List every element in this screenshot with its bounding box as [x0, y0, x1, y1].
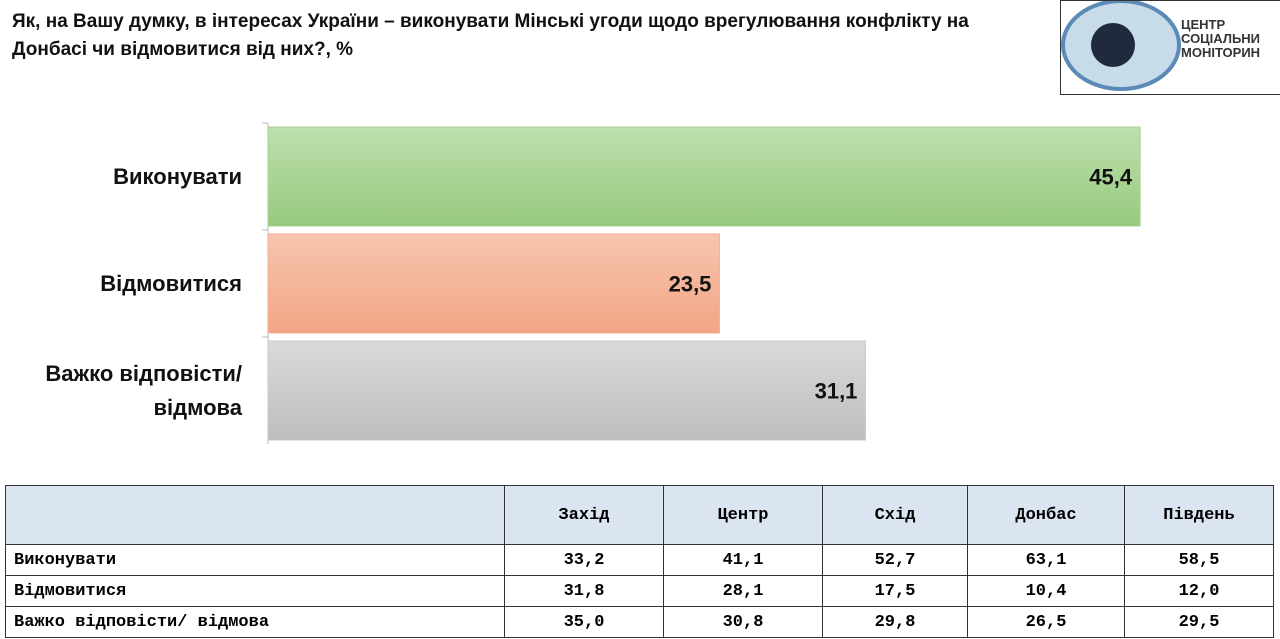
cell-value: 28,1: [663, 575, 823, 607]
table-row: Відмовитися 31,8 28,1 17,5 10,4 12,0: [5, 575, 1274, 607]
cell-value: 10,4: [967, 575, 1125, 607]
logo-text: ЦЕНТР: [1181, 17, 1226, 32]
bar: [267, 233, 720, 334]
category-label: Відмовитися: [100, 270, 242, 296]
cell-value: 31,8: [504, 575, 664, 607]
bar: [267, 126, 1141, 227]
category-label: Виконувати: [113, 163, 242, 189]
cell-value: 29,8: [822, 606, 968, 638]
cell-value: 30,8: [663, 606, 823, 638]
row-label: Виконувати: [5, 544, 505, 576]
data-table: Захід Центр Схід Донбас Південь Виконувати 33,…: [5, 485, 1274, 638]
cell-value: 26,5: [967, 606, 1125, 638]
table-row: Важко відповісти/ відмова 35,0 30,8 29,8 26,…: [5, 606, 1274, 638]
header-cell: Південь: [1124, 485, 1274, 545]
header-cell: Схід: [822, 485, 968, 545]
cell-value: 12,0: [1124, 575, 1274, 607]
value-label: 45,4: [1089, 165, 1133, 190]
header-cell: Захід: [504, 485, 664, 545]
category-label: Важко відповісти/ відмова: [45, 360, 242, 420]
table-row: Виконувати 33,2 41,1 52,7 63,1 58,5: [5, 544, 1274, 576]
cell-value: 29,5: [1124, 606, 1274, 638]
chart: 45,4 23,5 31,1: [262, 122, 1141, 444]
row-label: Важко відповісти/ відмова: [5, 606, 505, 638]
header-cell: [5, 485, 505, 545]
value-label: 31,1: [815, 379, 858, 404]
cell-value: 33,2: [504, 544, 664, 576]
value-label: 23,5: [669, 272, 712, 297]
header-cell: Донбас: [967, 485, 1125, 545]
logo-text: СОЦІАЛЬНИ: [1181, 31, 1261, 46]
logo-emblem: [1061, 1, 1181, 91]
row-label: Відмовитися: [5, 575, 505, 607]
cell-value: 41,1: [663, 544, 823, 576]
cell-value: 17,5: [822, 575, 968, 607]
logo: ЦЕНТР СОЦІАЛЬНИ МОНІТОРИН: [1060, 0, 1280, 95]
cell-value: 63,1: [967, 544, 1125, 576]
bar: [267, 340, 866, 441]
cell-value: 52,7: [822, 544, 968, 576]
chart-title: Як, на Вашу думку, в інтересах України –…: [12, 11, 969, 60]
cell-value: 35,0: [504, 606, 664, 638]
cell-value: 58,5: [1124, 544, 1274, 576]
header-cell: Центр: [663, 485, 823, 545]
logo-text: МОНІТОРИН: [1181, 45, 1261, 60]
